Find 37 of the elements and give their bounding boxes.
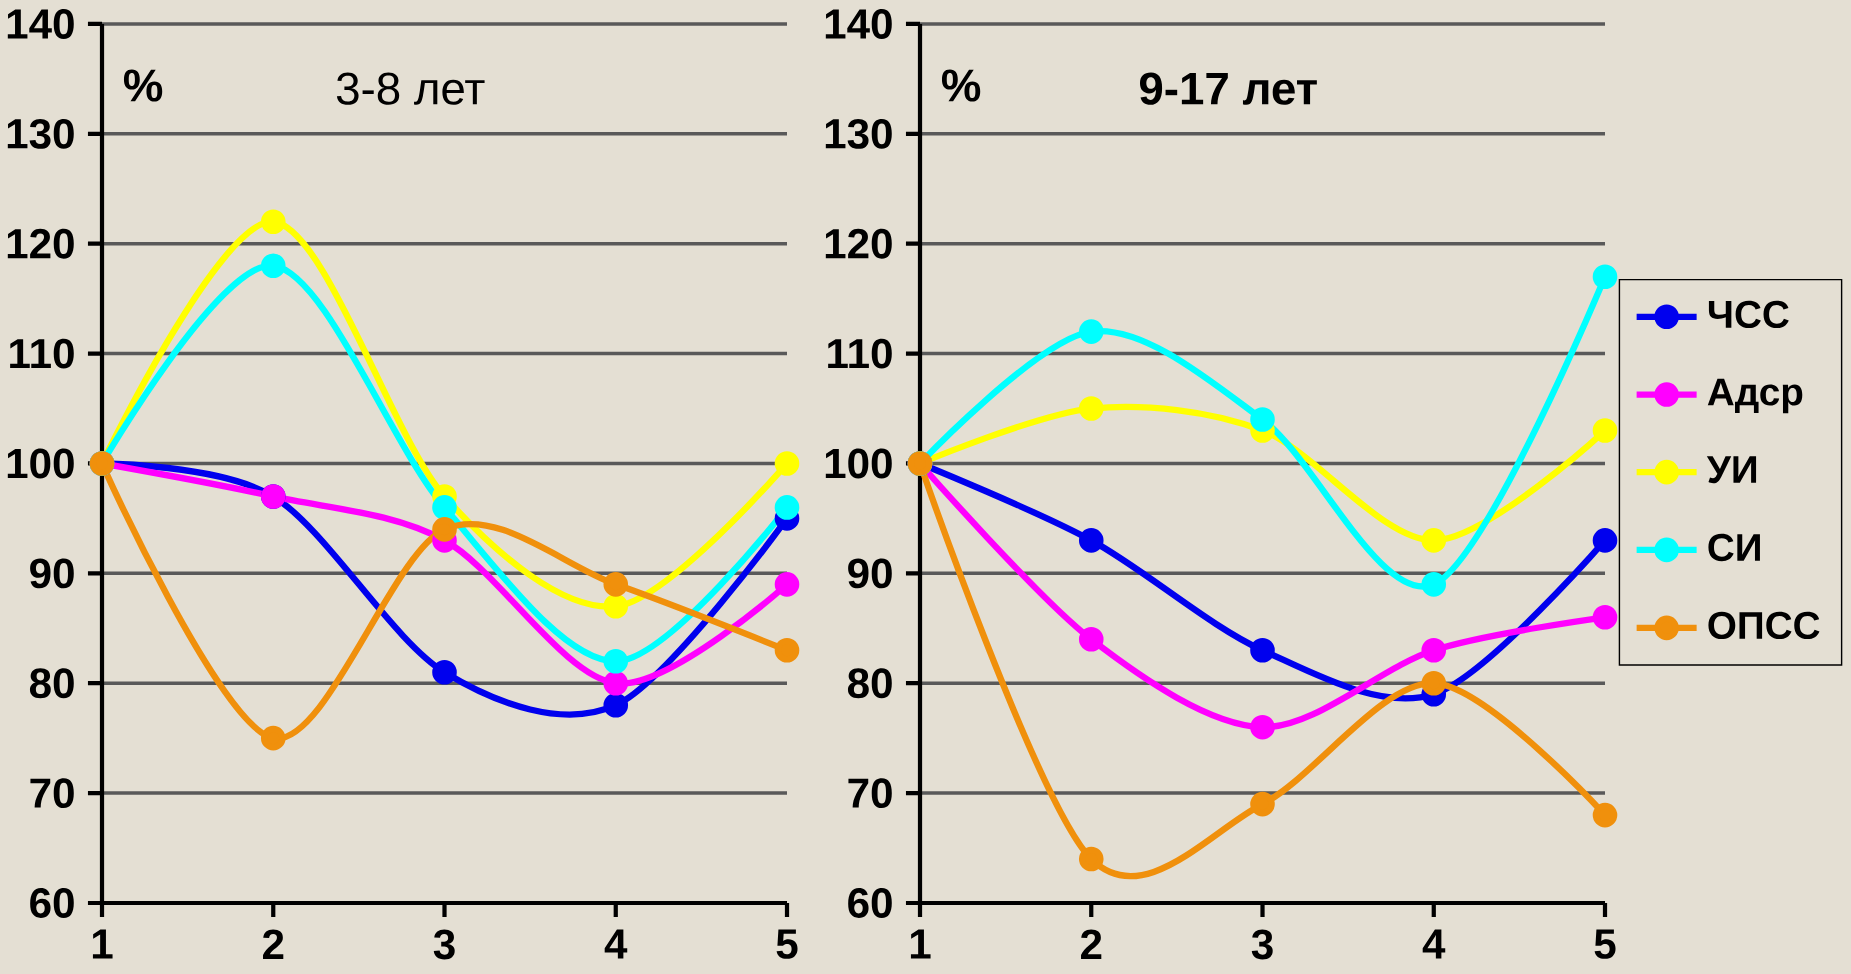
legend-label: Адср (1707, 378, 1803, 414)
y-tick-label: 130 (825, 118, 892, 149)
x-tick-label: 5 (776, 929, 798, 959)
text: 9-17 лет (1139, 72, 1317, 105)
x-tick-label: 3 (433, 929, 455, 960)
legend-label: СИ (1708, 533, 1760, 562)
y-tick-label: 120 (7, 228, 74, 259)
legend-label: УИ (1706, 456, 1757, 484)
y-tick-label: 140 (825, 9, 892, 39)
x-tick-label: 4 (604, 929, 628, 959)
y-tick-label: 80 (29, 668, 74, 699)
y-tick-label: 70 (848, 778, 892, 809)
y-axis-title: % (941, 69, 981, 102)
x-tick-label: 1 (910, 929, 931, 959)
legend-label: ОПСС (1708, 611, 1820, 640)
text: 3-8 лет (336, 72, 485, 105)
y-tick-label: 140 (7, 9, 74, 39)
y-tick-label: 100 (7, 448, 74, 479)
y-tick-label: 70 (30, 778, 74, 809)
x-tick-label: 3 (1251, 929, 1273, 960)
y-tick-label: 110 (10, 338, 74, 369)
y-tick-label: 90 (30, 558, 74, 589)
y-tick-label: 100 (825, 448, 892, 479)
x-tick-label: 4 (1422, 929, 1446, 959)
x-tick-label: 2 (263, 929, 284, 959)
y-tick-label: 130 (7, 118, 74, 149)
legend-label: ЧСС (1708, 300, 1789, 329)
x-tick-label: 2 (1081, 929, 1102, 959)
x-tick-label: 1 (92, 929, 113, 959)
y-axis-title: % (123, 69, 163, 102)
x-tick-label: 5 (1594, 929, 1616, 959)
y-tick-label: 90 (848, 558, 892, 589)
y-tick-label: 110 (828, 338, 892, 369)
y-tick-label: 80 (847, 668, 892, 699)
y-tick-label: 120 (825, 228, 892, 259)
y-tick-label: 60 (848, 888, 892, 918)
y-tick-label: 60 (30, 888, 74, 918)
